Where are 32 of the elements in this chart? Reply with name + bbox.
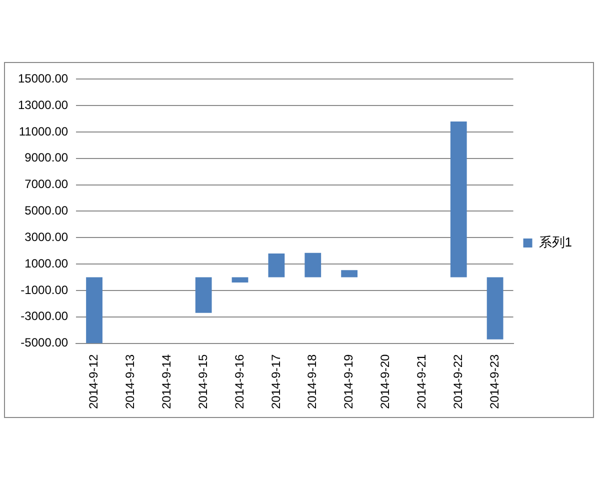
y-tick-label: 9000.00 (24, 150, 68, 165)
y-tick-label: -3000.00 (20, 309, 68, 324)
x-tick-label: 2014-9-18 (305, 354, 320, 410)
bar (268, 254, 285, 278)
legend-label: 系列1 (538, 234, 572, 250)
y-tick-label: 7000.00 (24, 177, 68, 192)
bar (450, 121, 467, 278)
x-tick-label: 2014-9-12 (86, 354, 101, 410)
y-tick-label: 13000.00 (18, 98, 68, 112)
y-tick-label: 3000.00 (24, 230, 68, 244)
x-tick-label: 2014-9-21 (414, 354, 428, 410)
x-tick-label: 2014-9-23 (487, 354, 502, 410)
x-tick-label: 2014-9-15 (196, 354, 210, 410)
y-tick-label: -5000.00 (20, 336, 68, 350)
y-tick-label: 15000.00 (18, 72, 68, 86)
bar (86, 277, 102, 344)
x-tick-label: 2014-9-22 (450, 354, 465, 410)
bar (341, 270, 358, 278)
x-tick-label: 2014-9-19 (342, 354, 356, 410)
x-tick-label: 2014-9-16 (232, 354, 246, 410)
y-tick-label: 11000.00 (18, 124, 68, 138)
x-tick-label: 2014-9-17 (268, 354, 283, 410)
bar (195, 277, 212, 313)
y-tick-label: 1000.00 (24, 256, 68, 270)
bar (304, 252, 322, 278)
x-tick-label: 2014-9-20 (378, 354, 392, 410)
y-tick-label: -1000.00 (20, 282, 68, 297)
x-tick-label: 2014-9-13 (123, 354, 138, 410)
bar (232, 277, 248, 283)
y-tick-label: 5000.00 (24, 204, 68, 218)
x-tick-label: 2014-9-14 (159, 354, 174, 410)
bar (486, 277, 504, 340)
